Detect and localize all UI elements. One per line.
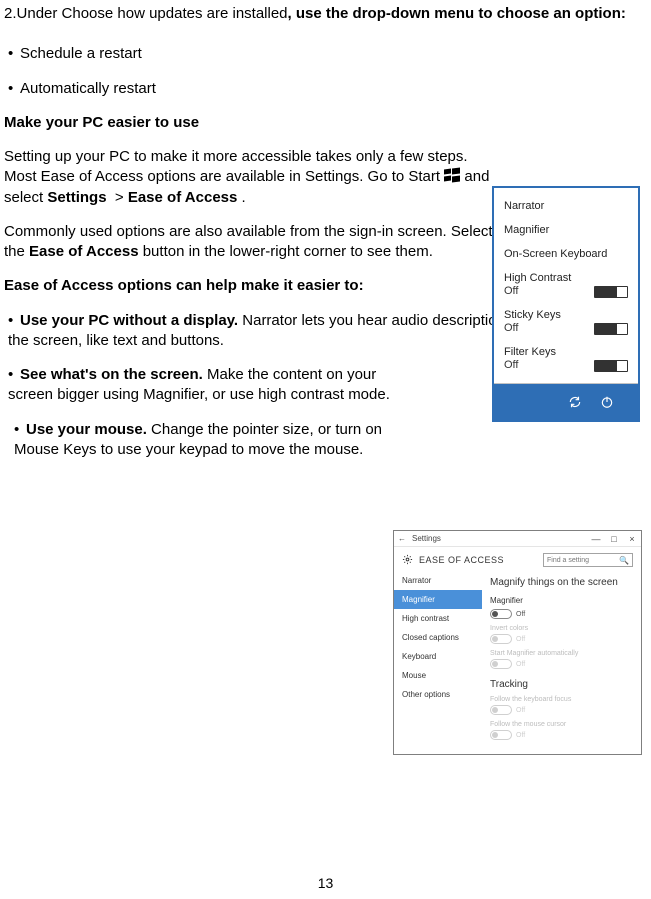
bullet: •: [14, 420, 26, 440]
flyout-item-high-contrast[interactable]: High Contrast Off: [504, 272, 628, 297]
track1-label: Follow the keyboard focus: [490, 696, 633, 703]
sync-icon[interactable]: [568, 395, 582, 409]
sidebar-item-closed-captions[interactable]: Closed captions: [394, 628, 482, 647]
content-heading: Magnify things on the screen: [490, 577, 633, 588]
flyout-item-narrator[interactable]: Narrator: [504, 200, 628, 212]
flyout-item-sticky-keys[interactable]: Sticky Keys Off: [504, 309, 628, 334]
tracking-heading: Tracking: [490, 679, 633, 690]
opt1-bold: Use your PC without a display.: [20, 312, 238, 329]
settings-sidebar: Narrator Magnifier High contrast Closed …: [394, 571, 482, 750]
p-make-a: Setting up your PC to make it more acces…: [4, 148, 468, 185]
sidebar-item-narrator[interactable]: Narrator: [394, 571, 482, 590]
invert-colors-label: Invert colors: [490, 625, 633, 632]
minimize-button[interactable]: —: [587, 531, 605, 547]
toggle-invert[interactable]: [490, 634, 512, 644]
toggle-magnifier[interactable]: [490, 609, 512, 619]
toggle-track1[interactable]: [490, 705, 512, 715]
back-icon[interactable]: ←: [398, 534, 406, 543]
p-common-b: button in the lower-right corner to see …: [143, 243, 433, 260]
settings-window: ← Settings — □ × EASE OF ACCESS Find a s…: [393, 530, 642, 755]
sidebar-item-magnifier[interactable]: Magnifier: [394, 590, 482, 609]
step2-bold: , use the drop-down menu to choose an op…: [288, 5, 626, 22]
settings-word: Settings: [47, 189, 106, 206]
track2-label: Follow the mouse cursor: [490, 721, 633, 728]
ease-of-access-bold: Ease of Access: [29, 243, 139, 260]
opt2-bold: See what's on the screen.: [20, 366, 203, 383]
flyout-item-osk[interactable]: On-Screen Keyboard: [504, 248, 628, 260]
close-button[interactable]: ×: [623, 531, 641, 547]
sidebar-item-mouse[interactable]: Mouse: [394, 666, 482, 685]
list-number: 2.: [4, 5, 17, 22]
bullet-schedule: Schedule a restart: [20, 45, 142, 62]
bullet: •: [8, 79, 20, 99]
settings-page-title: EASE OF ACCESS: [419, 555, 504, 565]
period: .: [242, 189, 246, 206]
power-icon[interactable]: [600, 395, 614, 409]
toggle-autostart[interactable]: [490, 659, 512, 669]
settings-gear-icon: [402, 554, 413, 567]
auto-start-label: Start Magnifier automatically: [490, 650, 633, 657]
ease-of-access-flyout: Narrator Magnifier On-Screen Keyboard Hi…: [492, 186, 640, 422]
sidebar-item-other[interactable]: Other options: [394, 685, 482, 704]
search-input[interactable]: Find a setting 🔍: [543, 553, 633, 567]
toggle-track2[interactable]: [490, 730, 512, 740]
ease-of-access-word: Ease of Access: [128, 189, 238, 206]
opt3-bold: Use your mouse.: [26, 421, 147, 438]
sidebar-item-keyboard[interactable]: Keyboard: [394, 647, 482, 666]
search-icon: 🔍: [619, 556, 629, 565]
maximize-button[interactable]: □: [605, 531, 623, 547]
flyout-item-filter-keys[interactable]: Filter Keys Off: [504, 346, 628, 371]
step2-plain: Under Choose how updates are installed: [17, 5, 288, 22]
bullet: •: [8, 365, 20, 385]
flyout-item-magnifier[interactable]: Magnifier: [504, 224, 628, 236]
bullet: •: [8, 44, 20, 64]
magnifier-label: Magnifier: [490, 596, 633, 605]
toggle-high-contrast[interactable]: [594, 286, 628, 298]
window-title: Settings: [412, 534, 441, 543]
toggle-sticky-keys[interactable]: [594, 323, 628, 335]
settings-content: Magnify things on the screen Magnifier O…: [482, 571, 641, 750]
toggle-filter-keys[interactable]: [594, 360, 628, 372]
bullet: •: [8, 311, 20, 331]
windows-start-icon: [444, 168, 460, 182]
window-titlebar: ← Settings — □ ×: [394, 531, 641, 547]
sidebar-item-high-contrast[interactable]: High contrast: [394, 609, 482, 628]
arrow: >: [115, 189, 124, 206]
heading-make-pc-easier: Make your PC easier to use: [4, 113, 639, 133]
bullet-auto: Automatically restart: [20, 80, 156, 97]
page-number: 13: [0, 875, 651, 891]
flyout-footer: [494, 384, 638, 420]
